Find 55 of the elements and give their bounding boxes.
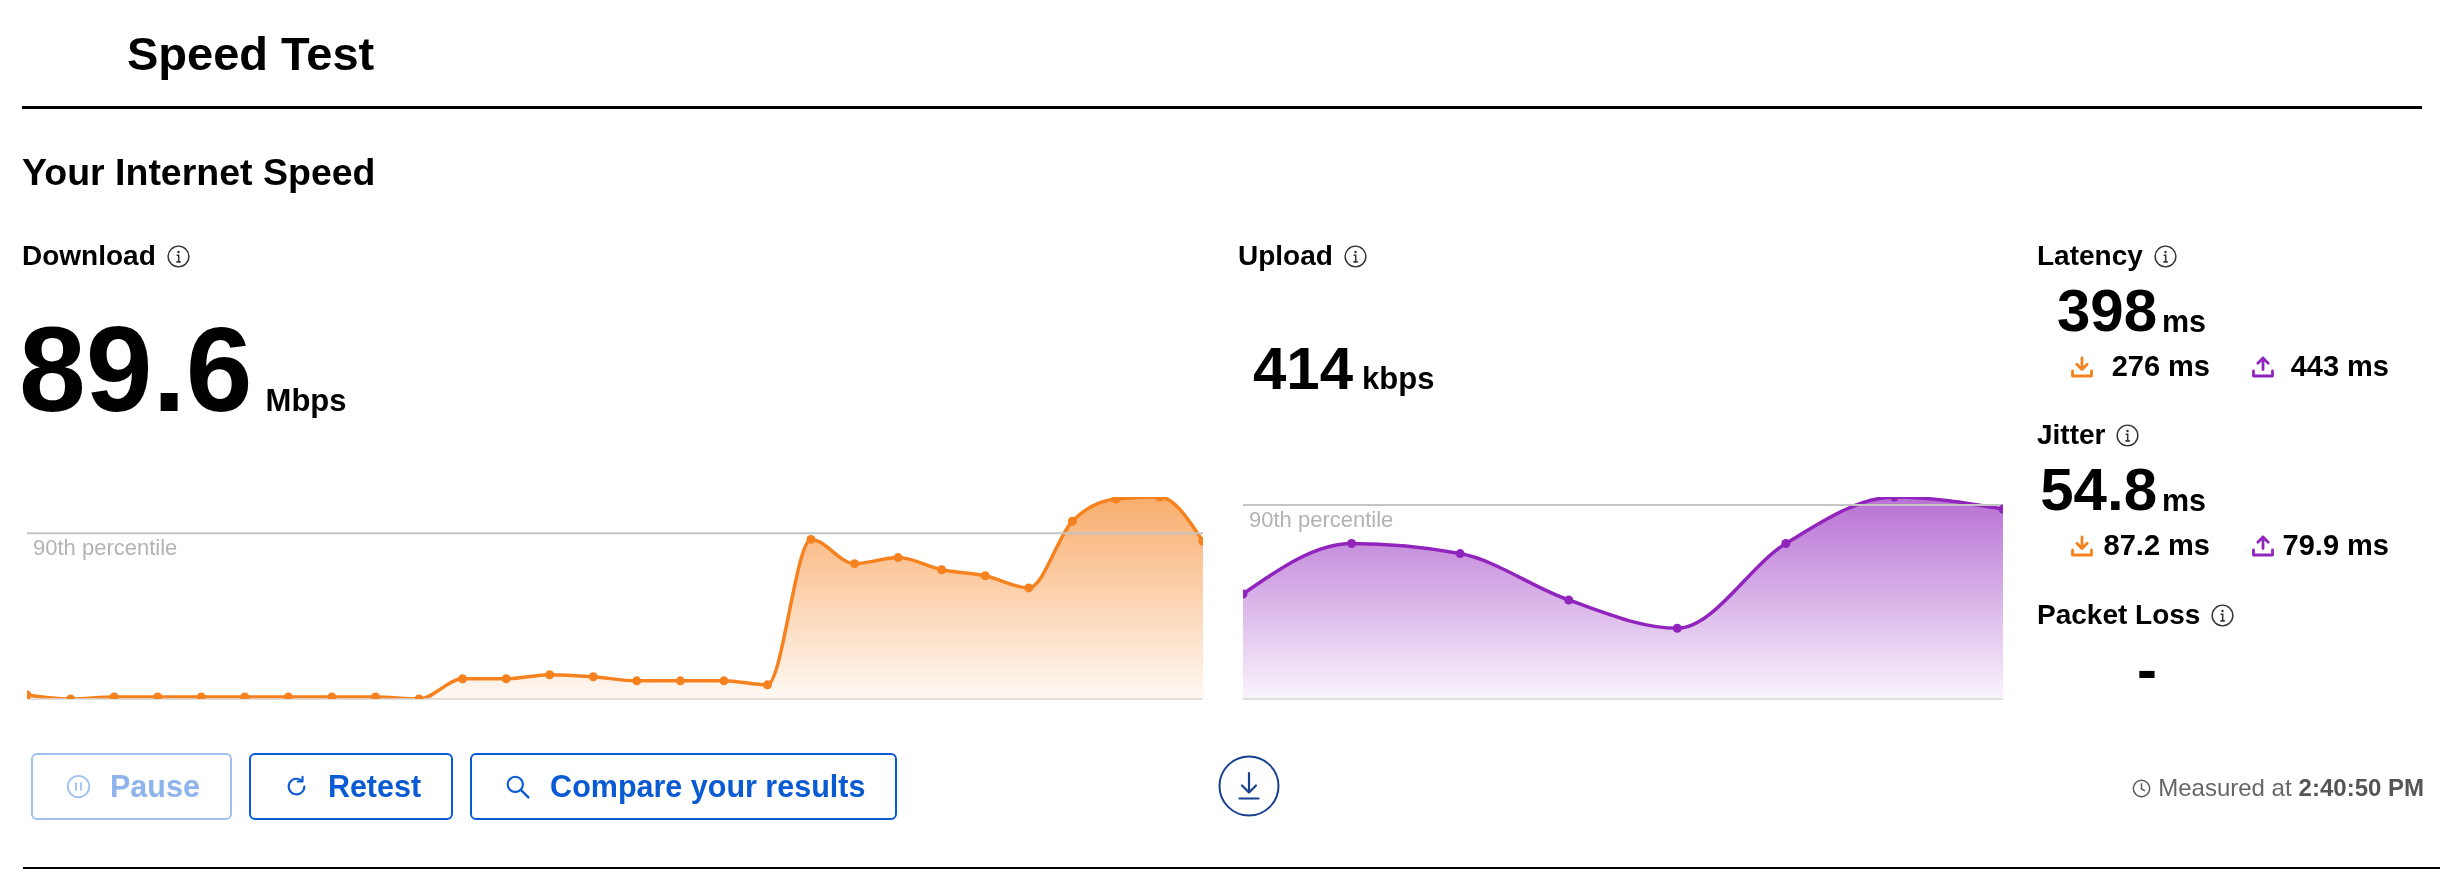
point — [1672, 623, 1682, 633]
point — [501, 674, 511, 684]
point — [632, 676, 642, 686]
point — [196, 692, 206, 699]
text: ms — [2162, 483, 2207, 518]
point — [109, 692, 119, 699]
text: Measured at — [2158, 774, 2292, 801]
point — [1455, 549, 1465, 559]
pause-button: Pause — [31, 753, 232, 820]
point — [1564, 595, 1574, 605]
point — [675, 676, 685, 686]
text: 54.8 — [2040, 456, 2157, 524]
point — [1347, 538, 1357, 548]
text: Packet Loss — [2037, 599, 2201, 631]
point — [1781, 538, 1791, 548]
point — [588, 672, 598, 682]
point — [458, 674, 468, 684]
point — [850, 559, 860, 569]
point — [370, 692, 380, 699]
point — [1067, 516, 1077, 526]
point — [1024, 583, 1034, 593]
point — [1111, 497, 1121, 504]
text: 79.9 ms — [2282, 529, 2389, 562]
point — [153, 692, 163, 699]
text: ms — [2162, 304, 2207, 339]
point — [980, 571, 990, 581]
point — [240, 692, 250, 699]
text: Latency — [2037, 240, 2143, 272]
point — [327, 692, 337, 699]
point — [806, 534, 816, 544]
point — [719, 676, 729, 686]
ref-line-label: 90th percentile — [33, 534, 178, 560]
text: 443 ms — [2290, 350, 2389, 383]
compare-button: Compare your results — [470, 753, 898, 820]
chart-title: Upload — [1238, 240, 1333, 272]
text: 89.6 — [19, 302, 253, 437]
text: 398 — [2056, 277, 2157, 345]
text: Jitter — [2037, 419, 2106, 451]
text: Your Internet Speed — [22, 151, 376, 194]
text: 87.2 ms — [2103, 529, 2210, 562]
text: 276 ms — [2111, 350, 2210, 383]
retest-button: Retest — [248, 753, 454, 820]
point — [762, 680, 772, 690]
ref-line-label: 90th percentile — [1249, 506, 1394, 532]
text: Mbps — [265, 383, 347, 419]
point — [283, 692, 293, 699]
point — [937, 565, 947, 575]
text: Speed Test — [127, 27, 375, 81]
text: - — [2137, 636, 2157, 704]
point — [545, 670, 555, 680]
text: 2:40:50 PM — [2298, 774, 2424, 801]
text: 414 — [1253, 335, 1354, 403]
text: kbps — [1362, 361, 1435, 397]
point — [893, 553, 903, 563]
chart-title: Download — [22, 240, 156, 272]
